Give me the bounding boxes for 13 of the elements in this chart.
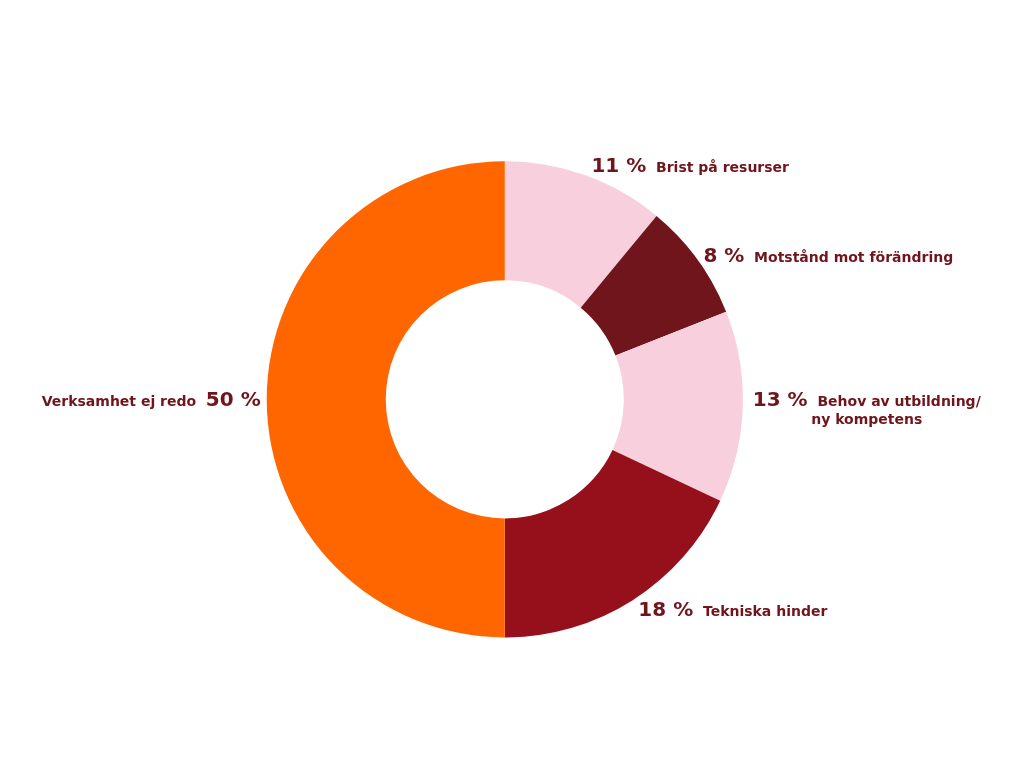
slice-label: Tekniska hinder <box>702 602 828 619</box>
data-label: 11 % <box>591 152 647 177</box>
data-label: 8 % <box>703 243 745 268</box>
slice-label: Verksamhet ej redo <box>41 393 197 410</box>
data-label: 50 % <box>205 387 261 412</box>
data-label: 18 % <box>638 596 694 621</box>
slice-label: Motstånd mot förändring <box>754 249 954 266</box>
donut-slice <box>612 311 743 501</box>
slice-label: Brist på resurser <box>656 158 789 175</box>
donut-slice <box>580 215 727 356</box>
slice-label: Behov av utbildning/ ny kompetens <box>811 392 981 427</box>
data-label: 13 % <box>752 386 808 411</box>
donut-slice <box>267 161 505 638</box>
